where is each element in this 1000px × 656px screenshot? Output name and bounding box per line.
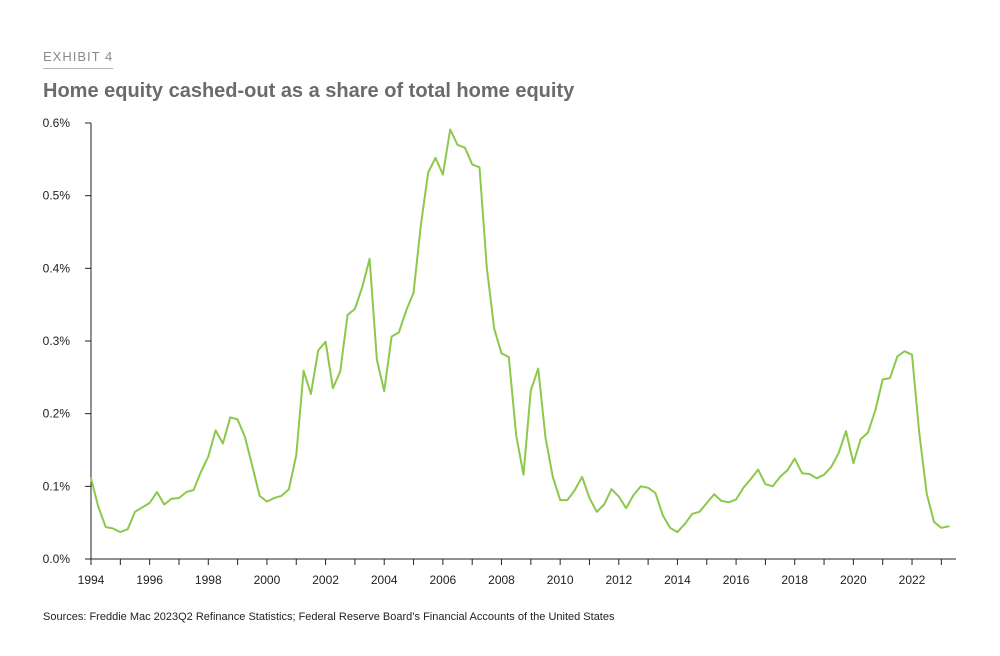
x-tick-label: 2022	[899, 573, 926, 587]
y-tick-label: 0.3%	[43, 334, 71, 348]
x-tick-label: 2000	[254, 573, 281, 587]
x-tick-label: 1996	[136, 573, 163, 587]
x-tick-label: 2008	[488, 573, 515, 587]
x-tick-label: 1998	[195, 573, 222, 587]
chart-title: Home equity cashed-out as a share of tot…	[43, 80, 575, 102]
y-tick-label: 0.5%	[43, 189, 71, 203]
y-tick-label: 0.6%	[43, 116, 71, 130]
x-tick-label: 2018	[781, 573, 808, 587]
source-note: Sources: Freddie Mac 2023Q2 Refinance St…	[43, 611, 615, 623]
series-layer	[90, 128, 950, 534]
x-tick-label: 1994	[78, 573, 105, 587]
x-tick-label: 2006	[430, 573, 457, 587]
y-tick-label: 0.2%	[43, 407, 71, 421]
series-line	[90, 128, 950, 534]
x-tick-label: 2004	[371, 573, 398, 587]
y-tick-label: 0.0%	[43, 552, 71, 566]
exhibit-label: EXHIBIT 4	[43, 49, 114, 69]
x-tick-label: 2012	[605, 573, 632, 587]
x-tick-label: 2020	[840, 573, 867, 587]
x-tick-label: 2014	[664, 573, 691, 587]
x-axis: 1994 1996 1998 2000 2002 2004 2006 2008 2010 2012…	[78, 558, 956, 587]
x-tick-label: 2010	[547, 573, 574, 587]
x-tick-label: 2016	[723, 573, 750, 587]
x-tick-label: 2002	[312, 573, 339, 587]
y-axis: 0.0% 0.1% 0.2% 0.3% 0.4% 0.5% 0.6%	[43, 116, 92, 566]
y-tick-label: 0.4%	[43, 261, 71, 275]
y-tick-label: 0.1%	[43, 479, 71, 493]
